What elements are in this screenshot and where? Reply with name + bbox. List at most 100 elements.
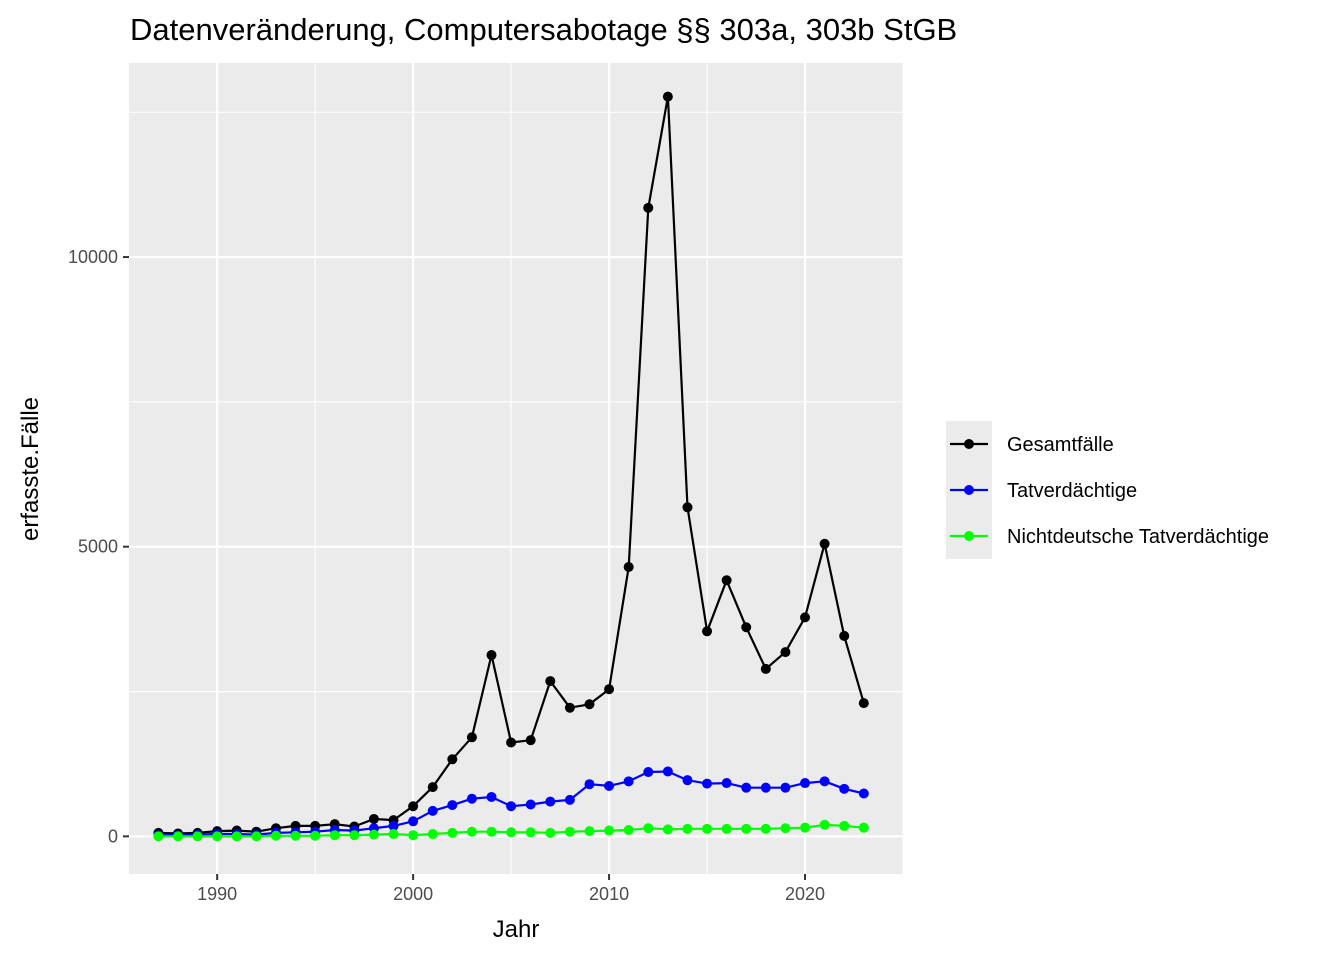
data-point <box>819 538 830 549</box>
data-point <box>623 561 634 572</box>
data-point <box>819 819 830 830</box>
data-point <box>682 502 693 513</box>
data-point <box>388 829 399 840</box>
data-point <box>486 650 497 661</box>
data-point <box>760 782 771 793</box>
data-point <box>447 754 458 765</box>
data-point <box>800 778 811 789</box>
x-axis-title: Jahr <box>493 916 540 943</box>
data-point <box>721 778 732 789</box>
x-tick-label: 2000 <box>393 884 433 904</box>
data-point <box>643 202 654 213</box>
data-point <box>172 831 183 842</box>
data-point <box>604 780 615 791</box>
data-point <box>545 796 556 807</box>
data-point <box>427 782 438 793</box>
legend-key-point <box>964 485 974 495</box>
legend-label: Tatverdächtige <box>1007 480 1137 502</box>
series-3 <box>153 819 869 842</box>
data-point <box>466 826 477 837</box>
legend-label: Nichtdeutsche Tatverdächtige <box>1007 526 1269 548</box>
data-point <box>525 827 536 838</box>
data-point <box>349 830 360 841</box>
data-point <box>466 793 477 804</box>
data-point <box>545 827 556 838</box>
data-point <box>800 822 811 833</box>
data-point <box>741 823 752 834</box>
y-tick-label: 5000 <box>78 537 118 557</box>
data-point <box>270 830 281 841</box>
data-point <box>506 801 517 812</box>
data-point <box>819 776 830 787</box>
x-tick-label: 2010 <box>589 884 629 904</box>
data-point <box>447 800 458 811</box>
data-point <box>427 829 438 840</box>
data-point <box>584 699 595 710</box>
data-point <box>760 823 771 834</box>
data-point <box>427 805 438 816</box>
data-point <box>564 826 575 837</box>
legend: Gesamtfälle Tatverdächtige Nichtdeutsche T… <box>946 421 1269 559</box>
data-point <box>584 779 595 790</box>
data-point <box>447 827 458 838</box>
data-point <box>192 831 203 842</box>
data-point <box>368 813 379 824</box>
data-point <box>741 782 752 793</box>
data-point <box>662 766 673 777</box>
data-point <box>290 830 301 841</box>
data-point <box>780 647 791 658</box>
data-point <box>525 799 536 810</box>
data-point <box>721 823 732 834</box>
data-point <box>251 831 262 842</box>
x-tick-label: 2020 <box>785 884 825 904</box>
data-point <box>839 783 850 794</box>
y-axis-title: erfasste.Fälle <box>17 397 44 541</box>
data-point <box>643 823 654 834</box>
data-point <box>623 824 634 835</box>
data-point <box>212 831 223 842</box>
data-point <box>839 820 850 831</box>
legend-key-point <box>964 439 974 449</box>
data-point <box>839 630 850 641</box>
data-point <box>506 827 517 838</box>
legend-item: Gesamtfälle <box>950 434 1114 456</box>
data-point <box>231 831 242 842</box>
data-point <box>800 612 811 623</box>
data-point <box>564 794 575 805</box>
data-point <box>760 663 771 674</box>
minor-gridlines <box>129 63 904 874</box>
data-point <box>721 575 732 586</box>
data-point <box>858 822 869 833</box>
data-point <box>545 676 556 687</box>
x-tick-label: 1990 <box>197 884 237 904</box>
data-point <box>702 823 713 834</box>
legend-key-point <box>964 531 974 541</box>
data-point <box>662 91 673 102</box>
y-tick-label: 0 <box>108 826 118 846</box>
y-tick-label: 10000 <box>68 247 118 267</box>
data-point <box>486 791 497 802</box>
data-point <box>702 778 713 789</box>
data-point <box>584 826 595 837</box>
data-point <box>623 776 634 787</box>
chart-title: Datenveränderung, Computersabotage §§ 30… <box>130 12 957 47</box>
data-point <box>858 788 869 799</box>
plot-panel <box>129 63 903 874</box>
data-point <box>643 767 654 778</box>
data-point <box>780 782 791 793</box>
legend-label: Gesamtfälle <box>1007 434 1114 456</box>
data-point <box>310 830 321 841</box>
y-axis: 0 5000 10000 <box>68 247 129 846</box>
data-point <box>388 820 399 831</box>
legend-item: Nichtdeutsche Tatverdächtige <box>950 526 1269 548</box>
data-point <box>408 830 419 841</box>
data-point <box>858 698 869 709</box>
data-point <box>408 801 419 812</box>
data-point <box>408 816 419 827</box>
series-layer <box>153 91 869 842</box>
data-point <box>662 824 673 835</box>
data-point <box>486 826 497 837</box>
legend-item: Tatverdächtige <box>950 480 1137 502</box>
data-point <box>604 825 615 836</box>
